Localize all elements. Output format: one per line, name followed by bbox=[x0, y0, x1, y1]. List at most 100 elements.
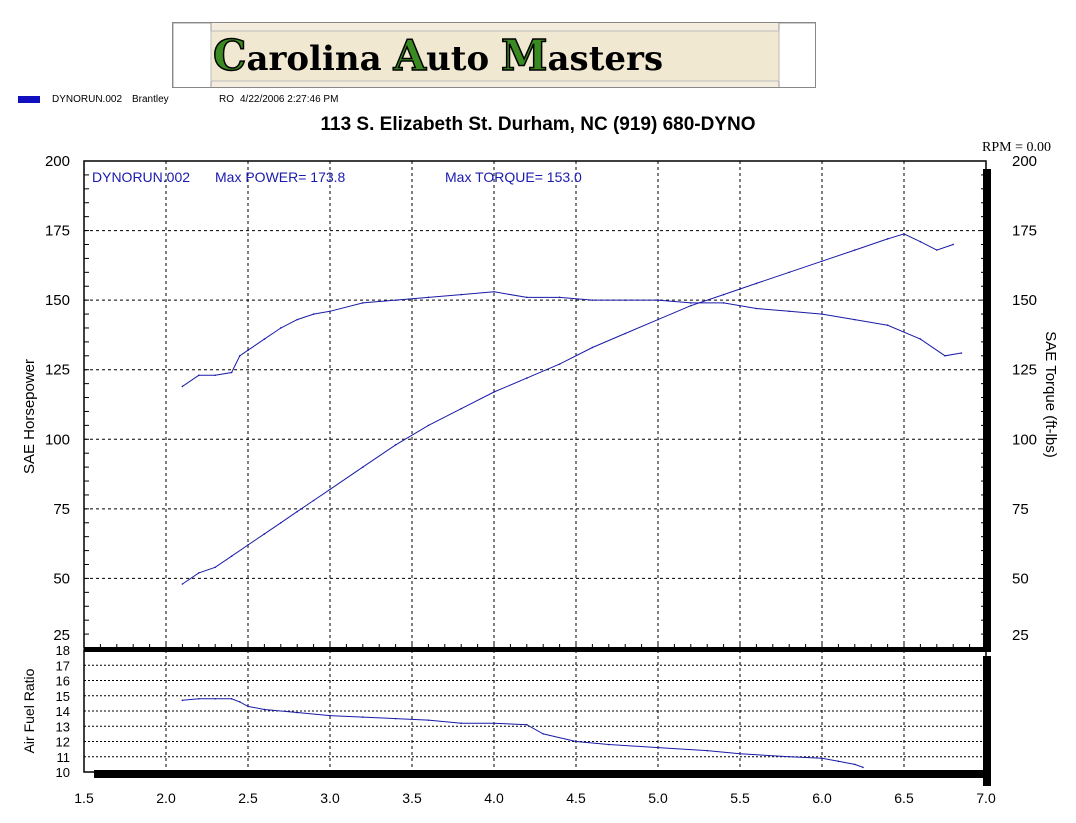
afr-point bbox=[460, 722, 463, 724]
logo-graphic: Carolina Auto Masters bbox=[173, 23, 815, 87]
x-tick-label: 3.5 bbox=[402, 790, 422, 806]
torque-point bbox=[558, 296, 561, 299]
afr-tick-label: 15 bbox=[56, 689, 70, 704]
y-tick-label-right: 100 bbox=[1012, 431, 1037, 448]
afr-axis-title: Air Fuel Ratio bbox=[21, 668, 37, 753]
horsepower-point bbox=[230, 555, 233, 557]
torque-point bbox=[788, 310, 790, 313]
y-tick-label-right: 200 bbox=[1012, 153, 1037, 170]
torque-point bbox=[944, 355, 946, 357]
afr-point bbox=[542, 733, 544, 735]
afr-point bbox=[329, 714, 331, 717]
logo-center-panel bbox=[210, 30, 780, 82]
torque-point bbox=[526, 296, 528, 299]
horsepower-point bbox=[903, 233, 905, 235]
rpm-readout: RPM = 0.00 bbox=[982, 140, 1051, 155]
torque-line bbox=[182, 291, 962, 387]
torque-point bbox=[657, 299, 659, 301]
horsepower-point bbox=[936, 249, 938, 251]
afr-point bbox=[862, 766, 864, 769]
main-plot-series bbox=[181, 233, 963, 585]
torque-point bbox=[886, 324, 889, 326]
torque-point bbox=[960, 352, 963, 354]
torque-point bbox=[854, 318, 856, 321]
torque-point bbox=[755, 307, 758, 310]
afr-tick-label: 12 bbox=[56, 735, 70, 750]
y-tick-label-right: 50 bbox=[1012, 570, 1029, 587]
afr-plot-shadow-bottom bbox=[94, 770, 991, 778]
x-tick-label: 5.0 bbox=[648, 790, 668, 806]
torque-point bbox=[312, 313, 315, 315]
afr-tick-label: 16 bbox=[56, 674, 70, 689]
y-tick-label-left: 125 bbox=[45, 362, 70, 379]
horsepower-point bbox=[755, 282, 758, 285]
horsepower-point bbox=[788, 271, 790, 274]
legend-swatch bbox=[18, 96, 40, 103]
horsepower-point bbox=[362, 466, 364, 468]
horsepower-point bbox=[919, 240, 922, 243]
horsepower-point bbox=[312, 499, 315, 502]
horsepower-point bbox=[657, 318, 659, 321]
horsepower-point bbox=[690, 304, 692, 307]
y-tick-label-left: 150 bbox=[45, 292, 70, 309]
horsepower-point bbox=[198, 572, 200, 574]
y-axis-title-right: SAE Torque (ft-lbs) bbox=[1042, 331, 1059, 457]
x-tick-label: 1.5 bbox=[74, 790, 94, 806]
x-tick-label: 2.0 bbox=[156, 790, 176, 806]
logo-rest-1: arolina bbox=[246, 39, 381, 79]
afr-point bbox=[247, 705, 249, 708]
afr-point bbox=[263, 708, 266, 711]
main-plot-shadow-right bbox=[983, 169, 991, 648]
annotation-max-power: Max POWER= 173.8 bbox=[215, 169, 346, 185]
afr-tick-label: 13 bbox=[56, 719, 70, 734]
torque-point bbox=[427, 296, 430, 299]
legend-run-name: DYNORUN.002 bbox=[52, 94, 123, 105]
y-tick-label-right: 150 bbox=[1012, 292, 1037, 309]
logo-cap-1: C bbox=[213, 31, 246, 80]
annotation-max-torque: Max TORQUE= 153.0 bbox=[445, 169, 582, 185]
afr-tick-label: 17 bbox=[56, 658, 70, 673]
horsepower-point bbox=[214, 566, 216, 569]
afr-point bbox=[362, 716, 364, 718]
shop-address-title: 113 S. Elizabeth St. Durham, NC (919) 68… bbox=[320, 114, 756, 135]
afr-point bbox=[198, 698, 200, 700]
afr-point bbox=[394, 717, 397, 720]
afr-tick-label: 18 bbox=[56, 643, 70, 658]
afr-point bbox=[608, 743, 610, 746]
horsepower-point bbox=[722, 293, 725, 296]
torque-point bbox=[690, 302, 692, 304]
y-tick-label-right: 75 bbox=[1012, 501, 1029, 518]
afr-point bbox=[427, 719, 430, 721]
horsepower-point bbox=[854, 249, 856, 251]
horsepower-point bbox=[280, 521, 282, 524]
afr-plot-series bbox=[181, 698, 864, 769]
horsepower-point bbox=[821, 260, 823, 262]
x-tick-label: 2.5 bbox=[238, 790, 258, 806]
afr-plot-border bbox=[83, 649, 987, 773]
torque-point bbox=[230, 371, 233, 374]
torque-point bbox=[181, 385, 184, 388]
torque-point bbox=[821, 313, 823, 315]
logo-cap-3: M bbox=[501, 31, 548, 80]
y-tick-label-left: 50 bbox=[53, 570, 70, 587]
torque-point bbox=[296, 318, 299, 321]
horsepower-point bbox=[181, 583, 184, 585]
torque-point bbox=[247, 349, 249, 352]
horsepower-point bbox=[329, 488, 331, 491]
torque-point bbox=[919, 338, 922, 340]
afr-plot-shadow-right bbox=[983, 656, 991, 786]
logo-left-crenellation bbox=[173, 23, 212, 87]
y-axis-title-left: SAE Horsepower bbox=[21, 359, 38, 474]
y-tick-label-left: 200 bbox=[45, 153, 70, 170]
afr-point bbox=[739, 752, 741, 755]
y-tick-label-right: 25 bbox=[1012, 627, 1029, 644]
plot-frame bbox=[83, 160, 991, 786]
y-tick-label-left: 75 bbox=[53, 501, 70, 518]
torque-point bbox=[329, 310, 331, 313]
main-plot-border bbox=[83, 160, 987, 649]
torque-point bbox=[362, 302, 364, 304]
y-tick-label-right: 125 bbox=[1012, 362, 1037, 379]
logo-rest-2: uto bbox=[426, 39, 489, 79]
afr-point bbox=[854, 763, 856, 766]
